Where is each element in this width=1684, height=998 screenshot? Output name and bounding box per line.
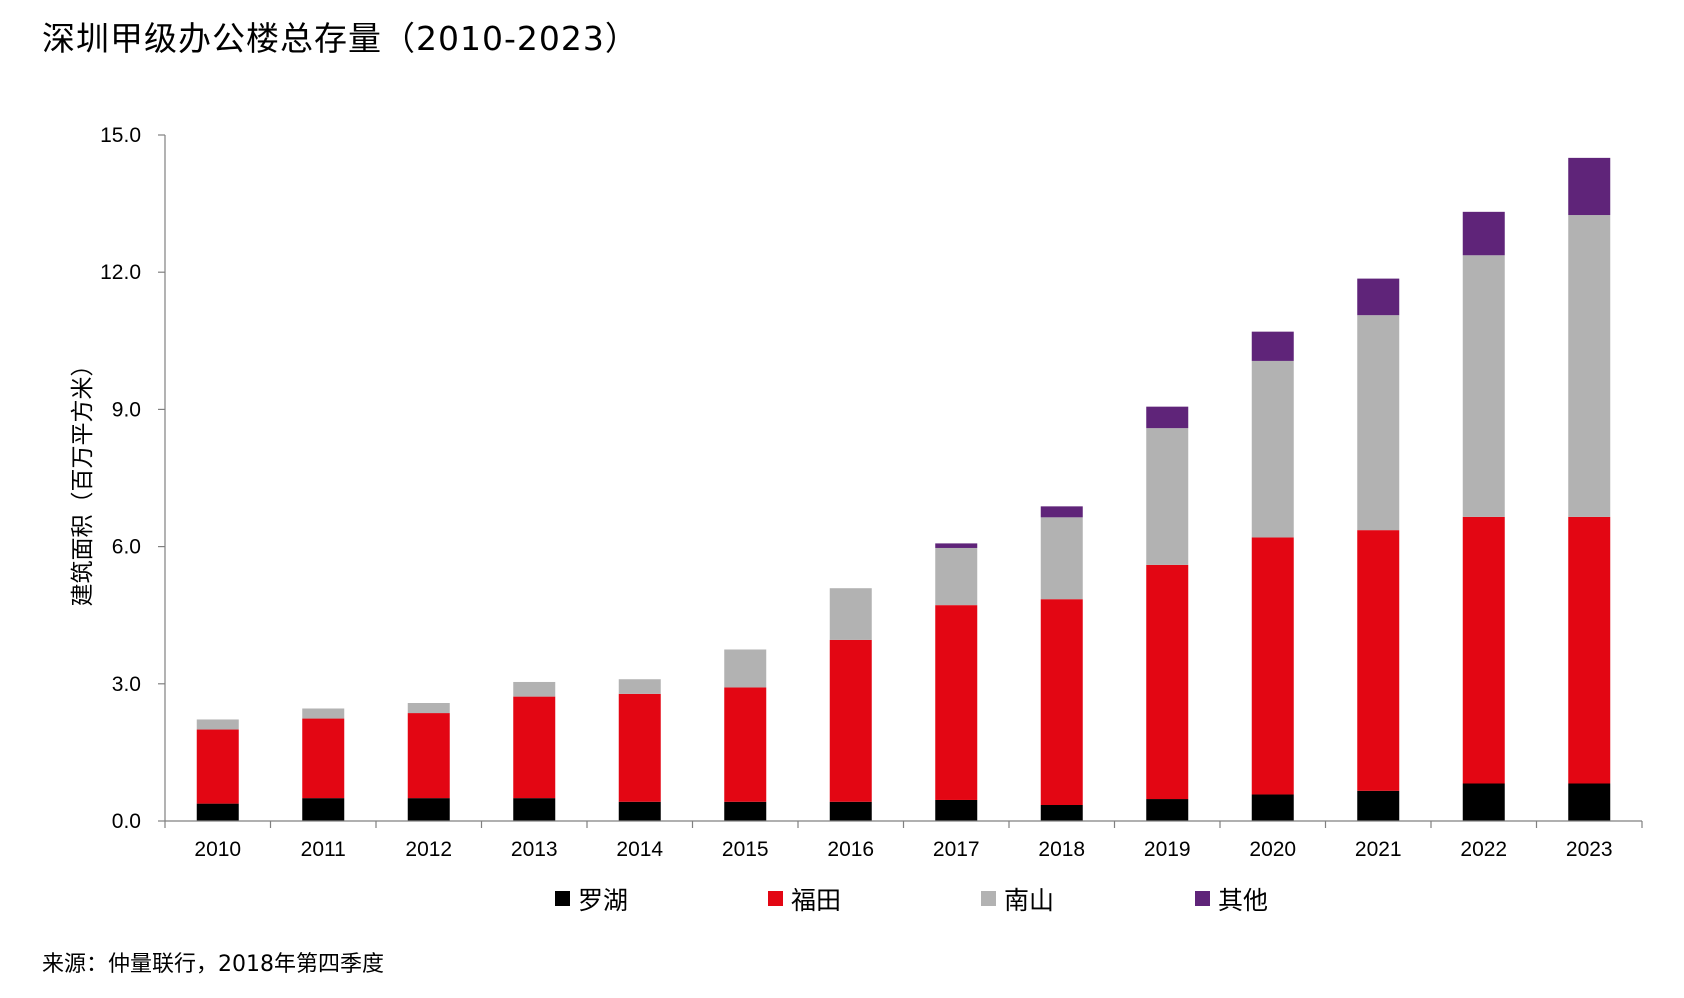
bar-segment — [829, 801, 872, 821]
y-tick-label: 0.0 — [112, 810, 141, 833]
bar-segment — [1040, 506, 1083, 518]
bar-segment — [724, 649, 767, 688]
x-tick-label: 2014 — [616, 838, 663, 861]
bar-segment — [1146, 564, 1189, 800]
bar-segment — [935, 799, 978, 821]
bar-segment — [196, 729, 239, 804]
bar-segment — [935, 543, 978, 548]
bar-segment — [1040, 804, 1083, 821]
bar-segment — [513, 681, 556, 697]
bar-segment — [407, 703, 450, 714]
bar-segment — [1357, 530, 1400, 791]
bar-segment — [1568, 783, 1611, 821]
source-note: 来源：仲量联行，2018年第四季度 — [42, 952, 384, 977]
bar-segment — [1568, 215, 1611, 517]
bar-segment — [1251, 794, 1294, 821]
x-tick-label: 2016 — [827, 838, 874, 861]
bar-segment — [302, 718, 345, 799]
bar-segment — [1462, 211, 1505, 256]
bar-segment — [724, 687, 767, 802]
bar-segment — [1462, 255, 1505, 517]
legend-label: 罗湖 — [578, 886, 628, 915]
bar-segment — [1568, 157, 1611, 216]
bar-segment — [1146, 428, 1189, 565]
legend-swatch — [981, 891, 996, 906]
x-tick-label: 2017 — [933, 838, 980, 861]
bar-segment — [618, 679, 661, 694]
x-tick-label: 2021 — [1355, 838, 1402, 861]
legend-swatch — [555, 891, 570, 906]
legend-label: 其他 — [1218, 886, 1268, 915]
x-tick-label: 2010 — [194, 838, 241, 861]
y-axis-label: 建筑面积（百万平方米） — [70, 354, 96, 607]
bar-segment — [1251, 360, 1294, 538]
x-tick-label: 2015 — [722, 838, 769, 861]
legend-swatch — [1195, 891, 1210, 906]
bar-segment — [513, 696, 556, 799]
bar-segment — [196, 719, 239, 730]
bar-segment — [829, 639, 872, 802]
bar-segment — [302, 708, 345, 719]
y-tick-label: 3.0 — [112, 673, 141, 696]
y-tick-label: 15.0 — [100, 124, 141, 147]
bar-segment — [196, 803, 239, 821]
bar-segment — [407, 798, 450, 821]
bar-segment — [1568, 516, 1611, 784]
bar-segment — [724, 801, 767, 821]
x-tick-label: 2019 — [1144, 838, 1191, 861]
bar-segment — [302, 798, 345, 821]
bar-segment — [618, 801, 661, 821]
legend-label: 福田 — [791, 886, 841, 915]
x-tick-label: 2012 — [405, 838, 452, 861]
bar-segment — [1040, 517, 1083, 600]
x-tick-label: 2020 — [1249, 838, 1296, 861]
bar-segment — [1146, 406, 1189, 429]
bar-segment — [1357, 315, 1400, 531]
bar-segment — [1251, 537, 1294, 795]
x-tick-label: 2011 — [301, 838, 346, 861]
bar-segment — [407, 713, 450, 799]
y-tick-label: 6.0 — [112, 536, 141, 559]
x-tick-label: 2022 — [1460, 838, 1507, 861]
x-tick-label: 2018 — [1038, 838, 1085, 861]
y-tick-label: 9.0 — [112, 398, 141, 421]
bar-segment — [1462, 516, 1505, 784]
bar-segment — [1462, 783, 1505, 821]
bar-segment — [829, 588, 872, 640]
bar-segment — [935, 605, 978, 800]
x-tick-label: 2023 — [1566, 838, 1613, 861]
bar-segment — [513, 798, 556, 821]
bar-segment — [1357, 790, 1400, 821]
bar-segment — [1357, 278, 1400, 316]
bar-segment — [935, 547, 978, 606]
legend-label: 南山 — [1004, 886, 1054, 915]
bar-segment — [618, 693, 661, 802]
chart-title: 深圳甲级办公楼总存量（2010-2023） — [42, 19, 639, 58]
bar-segment — [1251, 331, 1294, 361]
y-tick-label: 12.0 — [100, 261, 141, 284]
x-tick-label: 2013 — [511, 838, 558, 861]
bar-segment — [1040, 599, 1083, 805]
bar-segment — [1146, 799, 1189, 821]
legend-swatch — [768, 891, 783, 906]
